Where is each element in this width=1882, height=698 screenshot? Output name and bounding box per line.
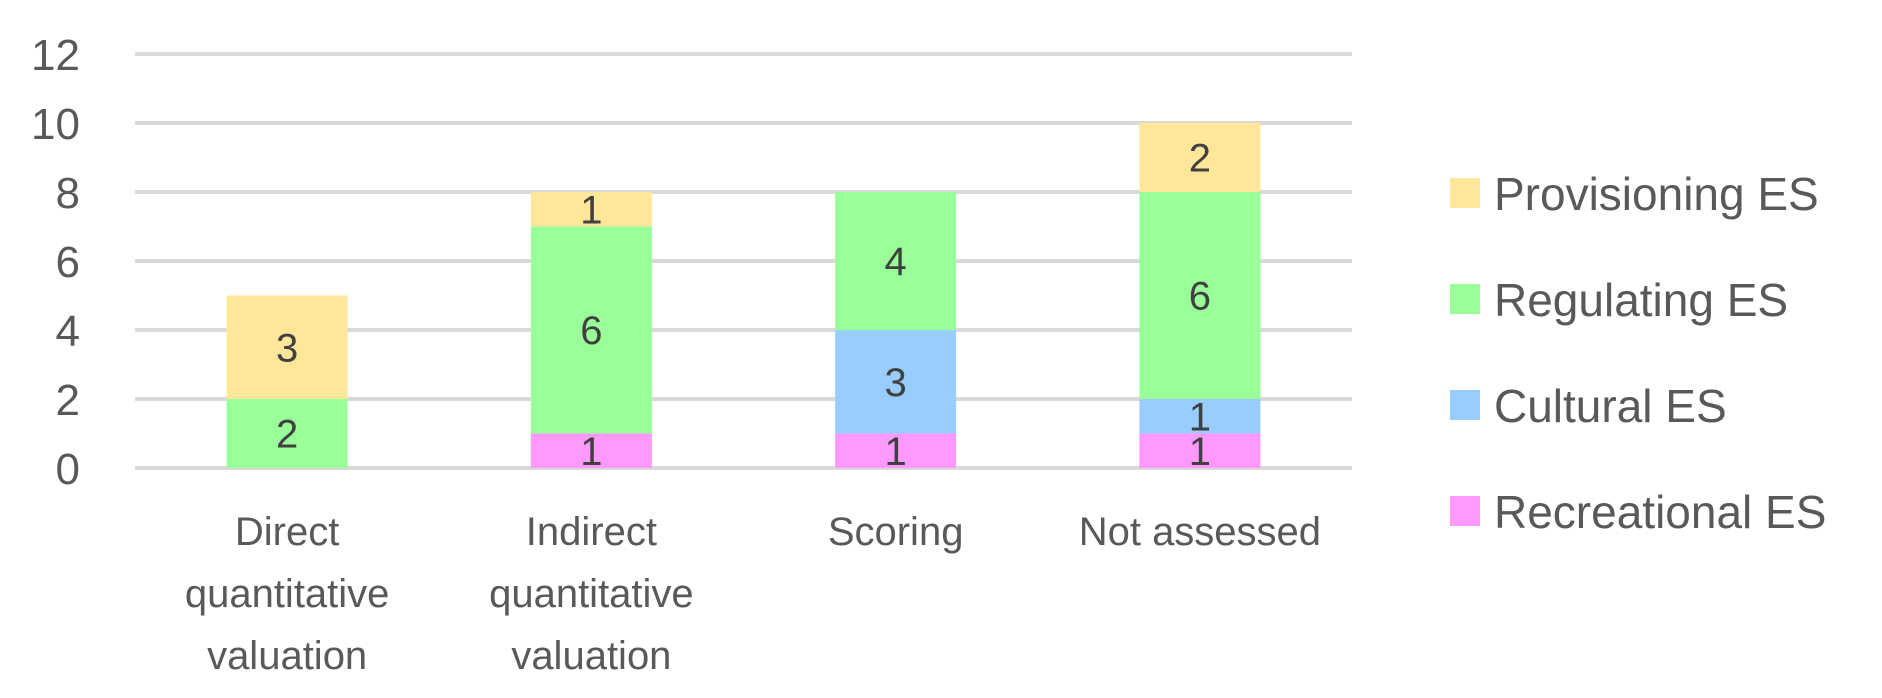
category-label: valuation [511, 634, 671, 678]
data-label: 4 [885, 240, 907, 284]
y-tick-label: 8 [56, 169, 80, 218]
legend-label: Recreational ES [1494, 486, 1826, 538]
y-tick-label: 12 [31, 31, 80, 80]
bar-segment-regulating-es [226, 399, 348, 468]
bar-segment-recreational-es [835, 433, 957, 468]
bar-segment-provisioning-es [1139, 123, 1261, 192]
legend-label: Regulating ES [1494, 274, 1788, 326]
data-label: 1 [885, 430, 907, 474]
bar-segment-recreational-es [1139, 433, 1261, 468]
legend-swatch [1450, 178, 1480, 208]
legend-label: Provisioning ES [1494, 168, 1819, 220]
data-label: 3 [885, 361, 907, 405]
category-label: Scoring [828, 510, 964, 554]
category-label: Indirect [526, 510, 657, 554]
category-labels: Direct quantitative valuation Indirect quant… [185, 510, 1321, 678]
category-label: Direct [235, 510, 339, 554]
y-tick-label: 6 [56, 238, 80, 287]
data-label: 2 [1189, 137, 1211, 181]
legend: Provisioning ES Regulating ES Cultural ES R… [1450, 168, 1826, 538]
category-label: quantitative [489, 572, 694, 616]
data-label: 6 [580, 309, 602, 353]
legend-swatch [1450, 496, 1480, 526]
data-label: 3 [276, 326, 298, 370]
data-label: 1 [1189, 395, 1211, 439]
legend-swatch [1450, 284, 1480, 314]
y-axis-ticks: 0 2 4 6 8 10 12 [31, 31, 80, 494]
bar-segment-cultural-es [1139, 399, 1261, 434]
category-label: Not assessed [1079, 510, 1321, 554]
category-label: valuation [207, 634, 367, 678]
bar-segment-provisioning-es [530, 192, 652, 227]
category-label: quantitative [185, 572, 390, 616]
data-label: 1 [580, 430, 602, 474]
data-label: 1 [580, 188, 602, 232]
bar-segment-regulating-es [530, 226, 652, 434]
bar-segment-regulating-es [835, 192, 957, 330]
bar-segment-provisioning-es [226, 295, 348, 399]
bar-segment-recreational-es [530, 433, 652, 468]
y-tick-label: 4 [56, 307, 80, 356]
bars [226, 123, 1261, 468]
bar-segment-regulating-es [1139, 192, 1261, 399]
y-tick-label: 0 [56, 445, 80, 494]
y-tick-label: 10 [31, 100, 80, 149]
data-label: 6 [1189, 275, 1211, 319]
legend-label: Cultural ES [1494, 380, 1727, 432]
legend-swatch [1450, 390, 1480, 420]
y-tick-label: 2 [56, 376, 80, 425]
bar-segment-cultural-es [835, 330, 957, 434]
data-label: 1 [1189, 430, 1211, 474]
data-label: 2 [276, 413, 298, 457]
